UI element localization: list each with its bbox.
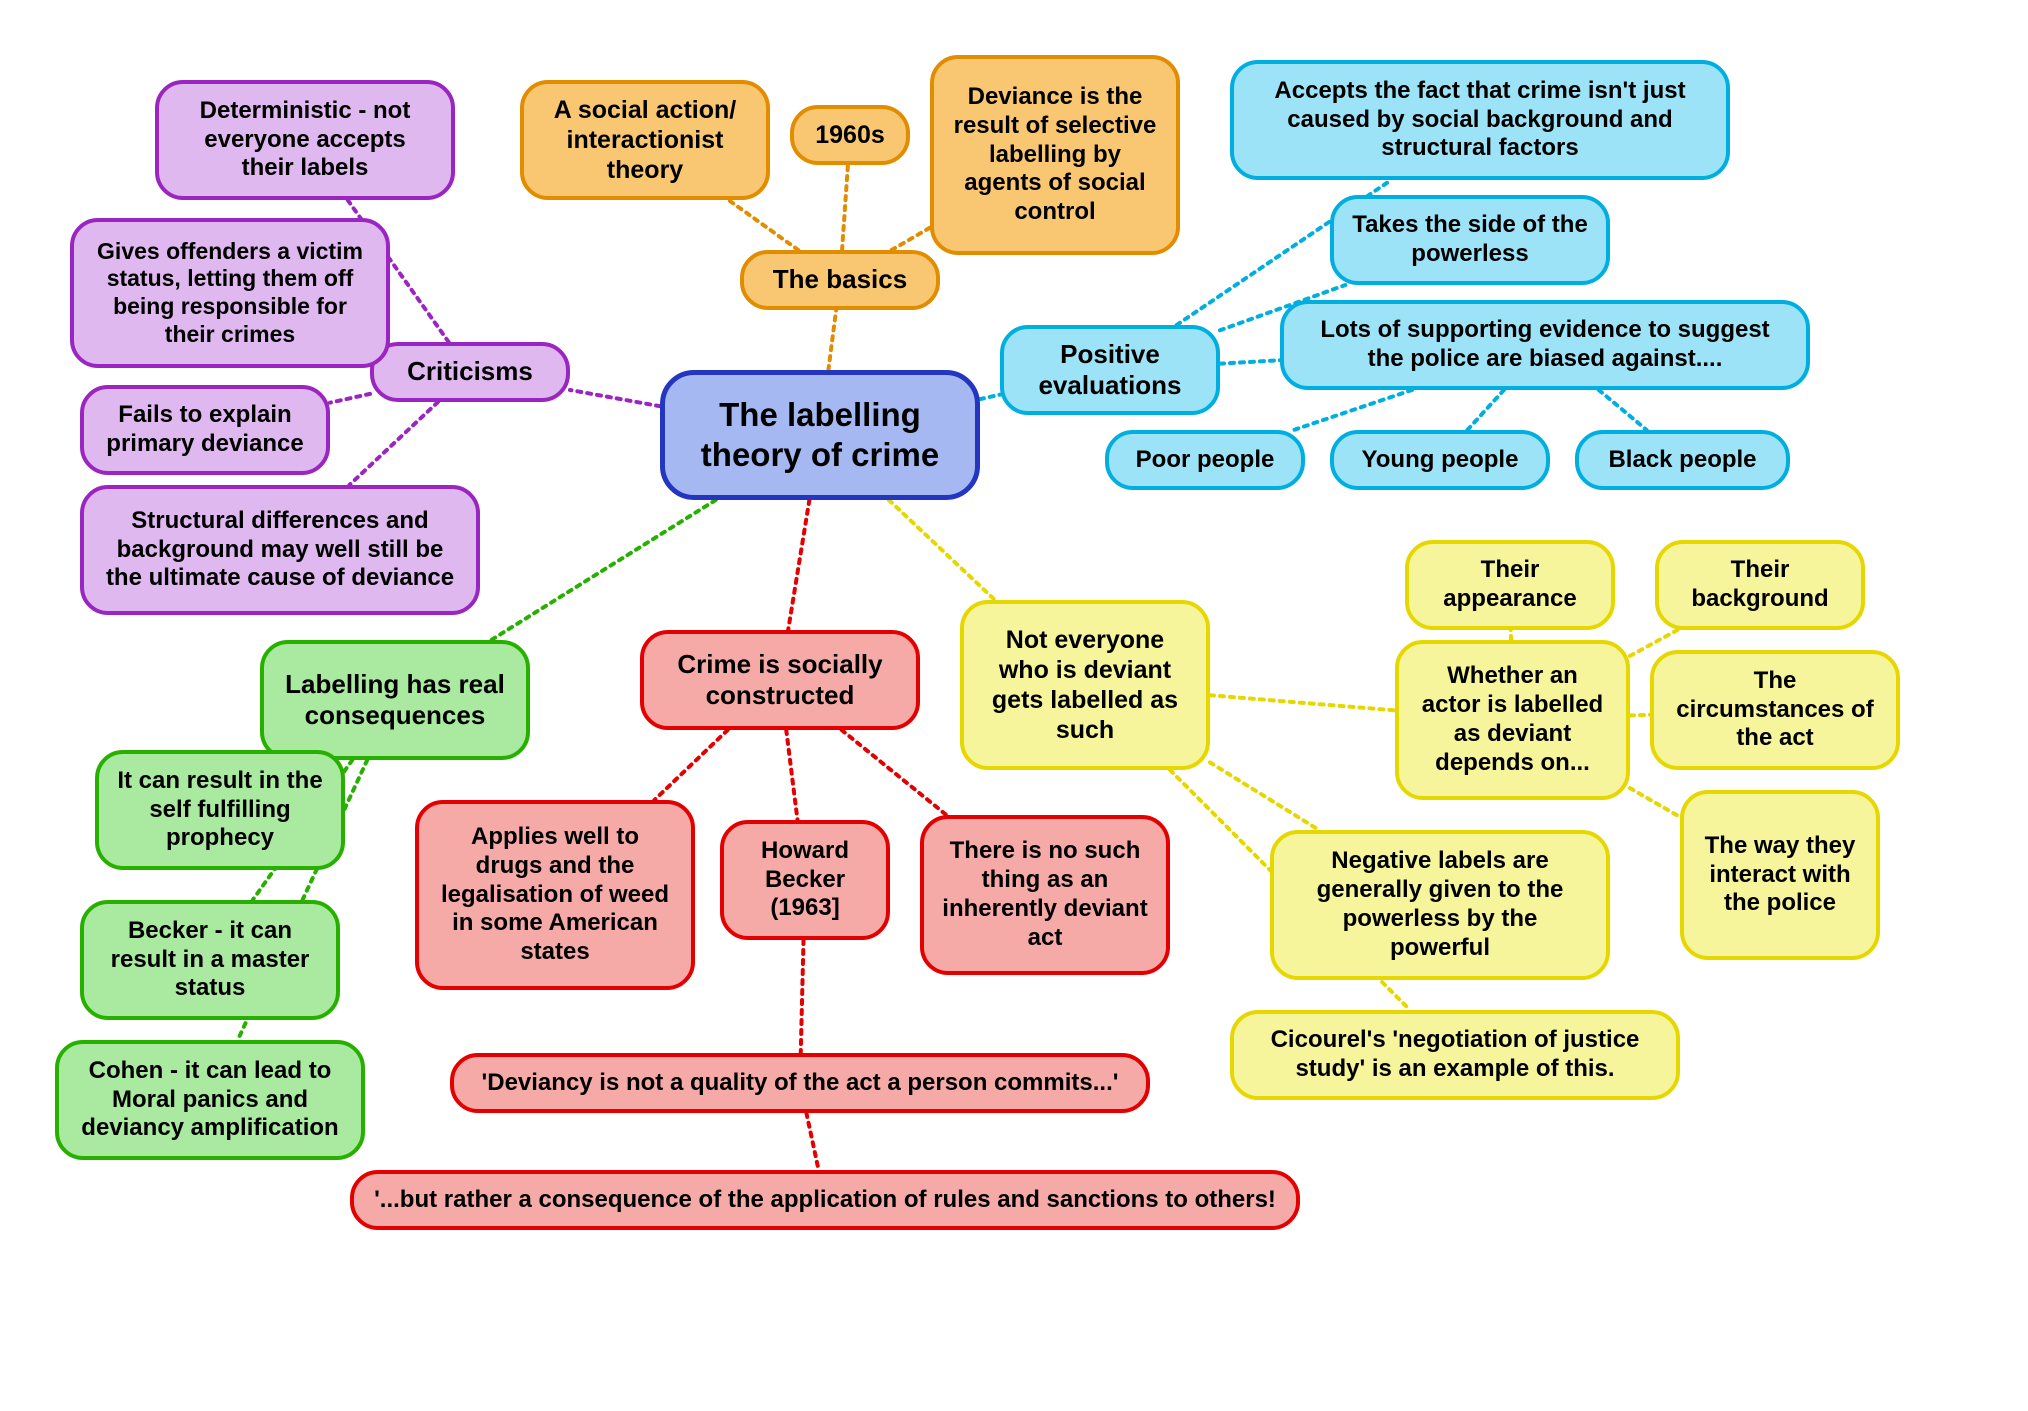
node-n_inter: The way they interact with the police bbox=[1680, 790, 1880, 960]
edge-criticisms-to-c4 bbox=[349, 402, 438, 485]
edge-root-to-criticisms bbox=[570, 390, 660, 406]
node-label: Not everyone who is deviant gets labelle… bbox=[982, 625, 1188, 745]
node-g2: Becker - it can result in a master statu… bbox=[80, 900, 340, 1020]
node-p3c: Black people bbox=[1575, 430, 1790, 490]
node-basics: The basics bbox=[740, 250, 940, 310]
edge-root-to-noteveryone bbox=[889, 500, 995, 600]
node-n_neg: Negative labels are generally given to t… bbox=[1270, 830, 1610, 980]
edge-p3-to-p3b bbox=[1467, 390, 1504, 430]
node-label: 'Deviancy is not a quality of the act a … bbox=[482, 1069, 1119, 1098]
edge-noteveryone-to-n_depends bbox=[1210, 695, 1395, 710]
edge-n_depends-to-n_inter bbox=[1630, 788, 1680, 817]
edge-root-to-basics bbox=[828, 310, 836, 370]
node-label: Positive evaluations bbox=[1022, 339, 1198, 401]
node-b2: 1960s bbox=[790, 105, 910, 165]
node-c4: Structural differences and background ma… bbox=[80, 485, 480, 615]
node-label: Black people bbox=[1608, 446, 1756, 475]
node-g3: Cohen - it can lead to Moral panics and … bbox=[55, 1040, 365, 1160]
node-label: Deviance is the result of selective labe… bbox=[952, 83, 1158, 227]
node-labelling: Labelling has real consequences bbox=[260, 640, 530, 760]
node-label: Deterministic - not everyone accepts the… bbox=[177, 97, 433, 183]
node-label: Takes the side of the powerless bbox=[1352, 211, 1588, 269]
node-n_cic: Cicourel's 'negotiation of justice study… bbox=[1230, 1010, 1680, 1100]
node-label: Structural differences and background ma… bbox=[102, 507, 458, 593]
node-p3b: Young people bbox=[1330, 430, 1550, 490]
node-label: Negative labels are generally given to t… bbox=[1292, 847, 1588, 962]
node-noteveryone: Not everyone who is deviant gets labelle… bbox=[960, 600, 1210, 770]
node-n_bg: Their background bbox=[1655, 540, 1865, 630]
node-label: Cohen - it can lead to Moral panics and … bbox=[77, 1057, 343, 1143]
node-label: Young people bbox=[1362, 446, 1519, 475]
edge-r4-to-r5 bbox=[806, 1113, 818, 1170]
edge-r2-to-r4 bbox=[801, 940, 804, 1053]
node-label: Becker - it can result in a master statu… bbox=[102, 917, 318, 1003]
node-r5: '...but rather a consequence of the appl… bbox=[350, 1170, 1300, 1230]
node-r1: Applies well to drugs and the legalisati… bbox=[415, 800, 695, 990]
node-label: 1960s bbox=[815, 120, 885, 150]
edge-crime-to-r3 bbox=[842, 730, 947, 815]
node-c2: Gives offenders a victim status, letting… bbox=[70, 218, 390, 368]
node-b3: Deviance is the result of selective labe… bbox=[930, 55, 1180, 255]
node-crime: Crime is socially constructed bbox=[640, 630, 920, 730]
node-positive: Positive evaluations bbox=[1000, 325, 1220, 415]
node-label: Howard Becker (1963] bbox=[742, 837, 868, 923]
node-label: The basics bbox=[773, 264, 907, 295]
edge-crime-to-r2 bbox=[786, 730, 797, 820]
node-n_circ: The circumstances of the act bbox=[1650, 650, 1900, 770]
node-label: Crime is socially constructed bbox=[662, 649, 898, 711]
node-label: The labelling theory of crime bbox=[683, 395, 957, 474]
edge-p3-to-p3c bbox=[1599, 390, 1647, 430]
node-p3a: Poor people bbox=[1105, 430, 1305, 490]
node-p1: Accepts the fact that crime isn't just c… bbox=[1230, 60, 1730, 180]
node-criticisms: Criticisms bbox=[370, 342, 570, 402]
node-root: The labelling theory of crime bbox=[660, 370, 980, 500]
node-c1: Deterministic - not everyone accepts the… bbox=[155, 80, 455, 200]
node-label: Whether an actor is labelled as deviant … bbox=[1417, 662, 1608, 777]
node-label: Fails to explain primary deviance bbox=[102, 401, 308, 459]
mindmap-canvas: The labelling theory of crime The basics A… bbox=[0, 0, 2028, 1411]
edge-basics-to-b2 bbox=[842, 165, 848, 250]
edge-root-to-positive bbox=[980, 395, 1000, 399]
node-p2: Takes the side of the powerless bbox=[1330, 195, 1610, 285]
edge-noteveryone-to-n_neg bbox=[1210, 762, 1319, 830]
node-label: Lots of supporting evidence to suggest t… bbox=[1302, 316, 1788, 374]
edge-root-to-crime bbox=[788, 500, 809, 630]
node-label: '...but rather a consequence of the appl… bbox=[374, 1186, 1276, 1215]
node-n_app: Their appearance bbox=[1405, 540, 1615, 630]
edge-p3-to-p3a bbox=[1294, 390, 1412, 430]
edge-basics-to-b1 bbox=[729, 200, 799, 250]
node-label: Poor people bbox=[1136, 446, 1275, 475]
node-p3: Lots of supporting evidence to suggest t… bbox=[1280, 300, 1810, 390]
edge-basics-to-b3 bbox=[892, 228, 930, 250]
node-r3: There is no such thing as an inherently … bbox=[920, 815, 1170, 975]
node-c3: Fails to explain primary deviance bbox=[80, 385, 330, 475]
node-n_depends: Whether an actor is labelled as deviant … bbox=[1395, 640, 1630, 800]
node-label: The circumstances of the act bbox=[1672, 667, 1878, 753]
node-label: Accepts the fact that crime isn't just c… bbox=[1252, 77, 1708, 163]
node-label: Their appearance bbox=[1427, 556, 1593, 614]
node-r2: Howard Becker (1963] bbox=[720, 820, 890, 940]
node-r4: 'Deviancy is not a quality of the act a … bbox=[450, 1053, 1150, 1113]
edge-crime-to-r1 bbox=[654, 730, 727, 800]
node-label: Gives offenders a victim status, letting… bbox=[92, 238, 368, 348]
node-label: The way they interact with the police bbox=[1702, 832, 1858, 918]
node-label: Criticisms bbox=[407, 356, 533, 387]
node-label: Applies well to drugs and the legalisati… bbox=[437, 823, 673, 967]
node-g1: It can result in the self fulfilling pro… bbox=[95, 750, 345, 870]
node-label: Their background bbox=[1677, 556, 1843, 614]
node-label: There is no such thing as an inherently … bbox=[942, 837, 1148, 952]
node-label: Cicourel's 'negotiation of justice study… bbox=[1252, 1026, 1658, 1084]
edge-positive-to-p3 bbox=[1220, 360, 1280, 363]
edge-n_depends-to-n_circ bbox=[1630, 715, 1650, 716]
node-label: It can result in the self fulfilling pro… bbox=[117, 767, 323, 853]
node-label: A social action/ interactionist theory bbox=[542, 95, 748, 185]
edge-criticisms-to-c3 bbox=[330, 394, 370, 403]
node-label: Labelling has real consequences bbox=[282, 669, 508, 731]
edge-root-to-labelling bbox=[491, 500, 716, 640]
node-b1: A social action/ interactionist theory bbox=[520, 80, 770, 200]
